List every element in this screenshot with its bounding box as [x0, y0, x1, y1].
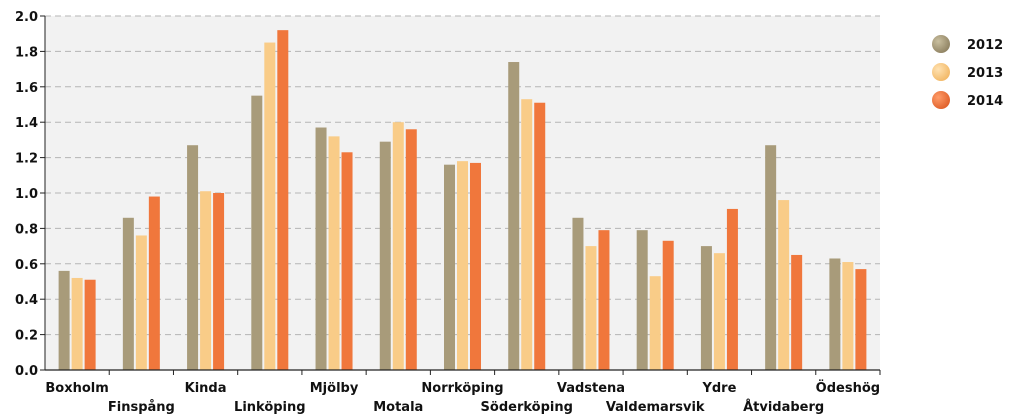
bar-2013 [521, 99, 533, 370]
y-tick-label: 1.0 [15, 187, 38, 202]
bar-2012 [636, 230, 648, 370]
bar-2014 [148, 196, 160, 370]
y-tick-label: 1.8 [15, 45, 38, 60]
bar-2014 [598, 230, 610, 370]
bar-2013 [842, 262, 854, 370]
bars [58, 30, 867, 371]
gridlines [45, 15, 880, 336]
bar-2013 [392, 122, 404, 370]
y-tick-label: 0.8 [15, 222, 38, 237]
legend-label: 2014 [967, 94, 1003, 109]
legend-marker-2014 [932, 91, 950, 109]
x-tick-label: Vadstena [557, 381, 625, 396]
bar-2013 [778, 200, 790, 370]
bar-2012 [315, 127, 327, 370]
y-tick-label: 0.2 [15, 329, 38, 344]
y-tick-label: 1.6 [15, 81, 38, 96]
bar-2014 [405, 129, 417, 370]
y-tick-label: 2.0 [15, 10, 38, 25]
x-tick-label: Finspång [108, 400, 175, 415]
bar-2014 [791, 254, 803, 370]
x-tick-label: Åtvidaberg [743, 399, 824, 415]
bar-2013 [457, 161, 468, 370]
legend-marker-2012 [932, 35, 950, 53]
bar-2014 [470, 162, 481, 370]
x-tick-label: Ödeshög [816, 380, 880, 396]
legend-label: 2012 [967, 38, 1003, 53]
x-tick-label: Norrköping [421, 381, 503, 396]
bar-2012 [379, 141, 391, 370]
bar-2014 [534, 102, 546, 370]
bar-2012 [572, 217, 584, 370]
bar-2012 [508, 62, 520, 371]
x-tick-label: Ydre [701, 381, 736, 396]
y-tick-label: 0.6 [15, 258, 38, 273]
y-tick-label: 1.2 [15, 152, 38, 167]
bar-2012 [187, 145, 199, 370]
x-tick-label: Boxholm [45, 381, 108, 396]
x-tick-label: Motala [373, 400, 423, 415]
x-tick-label: Valdemarsvik [606, 400, 705, 415]
bar-2013 [71, 277, 83, 370]
bar-2014 [726, 208, 738, 370]
bar-2013 [135, 235, 147, 370]
y-tick-label: 0.4 [15, 293, 38, 308]
bar-2012 [122, 217, 134, 370]
bar-2012 [444, 164, 455, 370]
bar-2014 [277, 30, 289, 370]
bar-2013 [713, 253, 725, 370]
bar-2012 [765, 145, 777, 370]
x-tick-label: Kinda [185, 381, 227, 396]
legend-marker-2013 [932, 63, 950, 81]
bar-2012 [700, 246, 712, 370]
bar-2013 [264, 42, 276, 371]
bar-2012 [829, 258, 841, 370]
bar-2012 [58, 270, 70, 370]
y-axis-ticks: 0.0 0.2 0.4 0.6 0.8 1.0 1.2 1.4 1.6 1.8 2.0 [15, 10, 45, 379]
bar-2014 [855, 269, 867, 370]
x-tick-label: Söderköping [481, 400, 573, 415]
bar-2013 [328, 136, 340, 370]
bar-2014 [213, 193, 225, 370]
bar-2013 [200, 191, 212, 370]
bar-2012 [251, 95, 263, 371]
bar-2013 [649, 276, 661, 370]
bar-2014 [341, 152, 353, 370]
x-tick-label: Mjölby [310, 381, 359, 396]
legend-label: 2013 [967, 66, 1003, 81]
y-tick-label: 1.4 [15, 116, 38, 131]
y-tick-label: 0.0 [15, 364, 38, 379]
legend: 2012 2013 2014 [932, 35, 1003, 109]
bar-2013 [585, 246, 597, 370]
x-tick-label: Linköping [234, 400, 306, 415]
bar-2014 [84, 279, 96, 370]
bar-2014 [662, 240, 674, 370]
